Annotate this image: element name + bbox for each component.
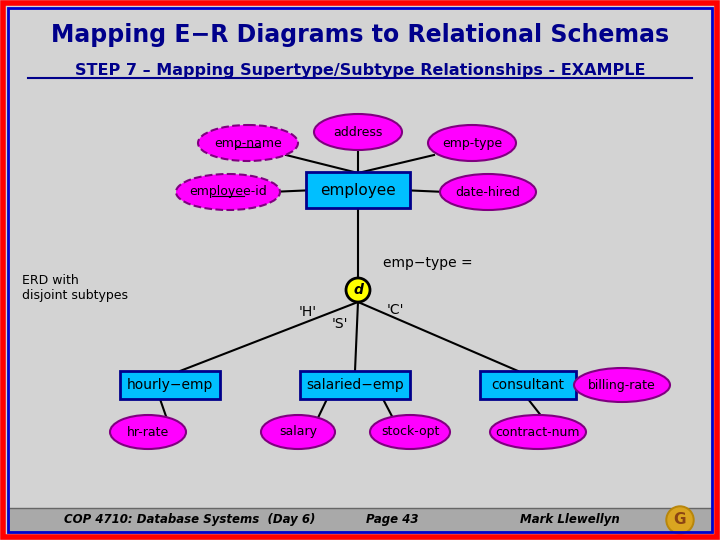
Ellipse shape	[261, 415, 335, 449]
Ellipse shape	[198, 125, 298, 161]
FancyBboxPatch shape	[480, 371, 576, 399]
Text: Mark Llewellyn: Mark Llewellyn	[520, 514, 620, 526]
Ellipse shape	[314, 114, 402, 150]
Text: employee: employee	[320, 183, 396, 198]
Text: 'H': 'H'	[299, 305, 317, 319]
Text: COP 4710: Database Systems  (Day 6): COP 4710: Database Systems (Day 6)	[64, 514, 315, 526]
Text: salary: salary	[279, 426, 317, 438]
Text: emp-name: emp-name	[214, 137, 282, 150]
Text: date-hired: date-hired	[456, 186, 521, 199]
Text: consultant: consultant	[492, 378, 564, 392]
Text: stock-opt: stock-opt	[381, 426, 439, 438]
Ellipse shape	[110, 415, 186, 449]
Text: Page 43: Page 43	[366, 514, 418, 526]
Text: Mapping E−R Diagrams to Relational Schemas: Mapping E−R Diagrams to Relational Schem…	[51, 23, 669, 47]
Ellipse shape	[176, 174, 280, 210]
Text: employee-id: employee-id	[189, 186, 267, 199]
Text: d: d	[353, 283, 363, 297]
FancyBboxPatch shape	[120, 371, 220, 399]
Text: billing-rate: billing-rate	[588, 379, 656, 392]
Ellipse shape	[490, 415, 586, 449]
FancyBboxPatch shape	[300, 371, 410, 399]
Ellipse shape	[574, 368, 670, 402]
Circle shape	[666, 506, 694, 534]
FancyBboxPatch shape	[8, 508, 712, 532]
Ellipse shape	[440, 174, 536, 210]
Text: hr-rate: hr-rate	[127, 426, 169, 438]
Text: 'S': 'S'	[332, 317, 348, 331]
Text: 'C': 'C'	[386, 303, 404, 317]
Circle shape	[346, 278, 370, 302]
Text: emp-type: emp-type	[442, 137, 502, 150]
Text: address: address	[333, 125, 383, 138]
Text: emp−type =: emp−type =	[383, 256, 472, 270]
Circle shape	[668, 508, 692, 532]
FancyBboxPatch shape	[306, 172, 410, 208]
Text: contract-num: contract-num	[496, 426, 580, 438]
Ellipse shape	[428, 125, 516, 161]
Text: hourly−emp: hourly−emp	[127, 378, 213, 392]
Text: ERD with
disjoint subtypes: ERD with disjoint subtypes	[22, 274, 128, 302]
Ellipse shape	[370, 415, 450, 449]
Text: salaried−emp: salaried−emp	[306, 378, 404, 392]
Text: G: G	[674, 512, 686, 528]
Text: STEP 7 – Mapping Supertype/Subtype Relationships - EXAMPLE: STEP 7 – Mapping Supertype/Subtype Relat…	[75, 63, 645, 78]
